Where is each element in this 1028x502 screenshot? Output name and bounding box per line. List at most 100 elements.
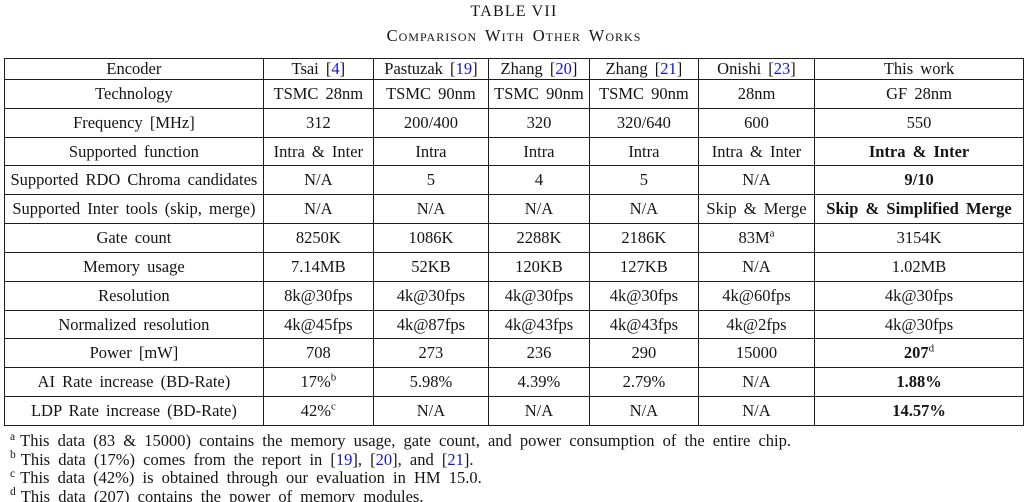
table-row: Power [mW] 708 273 236 290 15000 207d — [4, 338, 1024, 369]
table-row: AI Rate increase (BD-Rate) 17%b 5.98% 4.39%… — [4, 367, 1024, 398]
row-label: Gate count — [4, 223, 264, 253]
table-cell: N/A — [488, 396, 590, 426]
citation-link[interactable]: 20 — [375, 449, 393, 469]
table-title: Comparison With Other Works — [386, 26, 642, 45]
citation-link[interactable]: 20 — [555, 59, 572, 79]
footnote: c This data (42%) is obtained through our… — [10, 467, 482, 487]
table-cell: 4k@43fps — [588, 309, 699, 340]
row-label: Normalized resolution — [4, 309, 264, 340]
table-cell: N/A — [697, 165, 816, 196]
footnote: d This data (207) contains the power of m… — [10, 486, 424, 502]
table-cell: 3154K — [814, 223, 1024, 253]
footnote-marker: a — [10, 430, 16, 443]
table-cell: 5.98% — [372, 367, 490, 398]
table-cell: Intra & Inter — [814, 136, 1024, 167]
citation-link[interactable]: 21 — [660, 59, 677, 79]
table-cell: 28nm — [697, 79, 816, 109]
table-cell: Intra — [372, 136, 490, 167]
row-label: Frequency [MHz] — [4, 107, 264, 138]
table-cell: TSMC 90nm — [372, 79, 490, 109]
citation-link[interactable]: 4 — [331, 59, 340, 79]
table-cell: 9/10 — [814, 165, 1024, 196]
table-cell: 4k@30fps — [814, 309, 1024, 340]
table-row: Gate count 8250K 1086K 2288K 2186K 83Ma 3154K — [4, 223, 1024, 253]
table-cell: 320/640 — [588, 107, 699, 138]
comparison-table: Encoder Tsai [4] Pastuzak [19] Zhang [20] Zh… — [4, 58, 1024, 426]
table-cell: Intra & Inter — [697, 136, 816, 167]
superscript-marker: d — [928, 342, 935, 355]
table-cell: 290 — [588, 338, 699, 369]
superscript-marker: b — [330, 371, 337, 384]
table-cell: Intra & Inter — [262, 136, 374, 167]
table-row: Resolution 8k@30fps 4k@30fps 4k@30fps 4k@30f… — [4, 280, 1024, 311]
table-cell: 4k@2fps — [697, 309, 816, 340]
table-cell: N/A — [697, 251, 816, 282]
table-row: Supported RDO Chroma candidates N/A 5 4 5 N/A… — [4, 165, 1024, 196]
table-cell: 52KB — [372, 251, 490, 282]
table-cell: 207d — [814, 338, 1024, 369]
row-label: Memory usage — [4, 251, 264, 282]
table-cell: 2186K — [588, 223, 699, 253]
table-cell: 550 — [814, 107, 1024, 138]
row-label: Resolution — [4, 280, 264, 311]
row-label: Supported RDO Chroma candidates — [4, 165, 264, 196]
table-row: Supported Inter tools (skip, merge) N/A N/… — [4, 194, 1024, 225]
table-cell: GF 28nm — [814, 79, 1024, 109]
table-cell: 14.57% — [814, 396, 1024, 426]
superscript-marker: c — [331, 400, 336, 413]
table-cell: 4 — [488, 165, 590, 196]
footnote-marker: c — [10, 467, 16, 480]
row-label: Supported Inter tools (skip, merge) — [4, 194, 264, 225]
table-cell: 2.79% — [588, 367, 699, 398]
column-header: Onishi [23] — [697, 58, 816, 80]
table-row: Memory usage 7.14MB 52KB 120KB 127KB N/A 1.02M… — [4, 251, 1024, 282]
table-cell: 320 — [488, 107, 590, 138]
table-row: LDP Rate increase (BD-Rate) 42%c N/A N/A N/A… — [4, 396, 1024, 426]
table-cell: 708 — [262, 338, 374, 369]
column-header: Zhang [21] — [588, 58, 699, 80]
table-cell: 4k@30fps — [372, 280, 490, 311]
table-cell: N/A — [697, 396, 816, 426]
superscript-marker: a — [769, 227, 775, 240]
citation-link[interactable]: 19 — [455, 59, 473, 79]
footnote: b This data (17%) comes from the report i… — [10, 449, 474, 469]
table-cell: 4k@60fps — [697, 280, 816, 311]
table-cell: 120KB — [488, 251, 590, 282]
citation-link[interactable]: 19 — [335, 449, 353, 469]
table-cell: 4k@30fps — [488, 280, 590, 311]
table-cell: TSMC 90nm — [588, 79, 699, 109]
table-head: Encoder Tsai [4] Pastuzak [19] Zhang [20] Zh… — [4, 58, 1024, 80]
table-cell: N/A — [488, 194, 590, 225]
table-cell: 5 — [588, 165, 699, 196]
table-cell: 8k@30fps — [262, 280, 374, 311]
footnote-marker: b — [10, 449, 16, 461]
row-label: Technology — [4, 79, 264, 109]
table-cell: TSMC 28nm — [262, 79, 374, 109]
table-cell: 83Ma — [697, 223, 816, 253]
table-number: TABLE VII — [470, 3, 558, 20]
citation-link[interactable]: 23 — [773, 59, 791, 79]
table-cell: 5 — [372, 165, 490, 196]
table-cell: 2288K — [488, 223, 590, 253]
table-cell: 1.88% — [814, 367, 1024, 398]
table-cell: 4k@43fps — [488, 309, 590, 340]
footnote-marker: d — [10, 486, 16, 498]
table-cell: 4k@30fps — [588, 280, 699, 311]
column-header: Pastuzak [19] — [372, 58, 490, 80]
table-cell: 4k@30fps — [814, 280, 1024, 311]
column-header: Encoder — [4, 58, 264, 80]
table-cell: 17%b — [262, 367, 374, 398]
table-cell: 200/400 — [372, 107, 490, 138]
citation-link[interactable]: 21 — [447, 449, 464, 469]
row-label: LDP Rate increase (BD-Rate) — [4, 396, 264, 426]
table-cell: N/A — [372, 194, 490, 225]
table-cell: 42%c — [262, 396, 374, 426]
row-label: Supported function — [4, 136, 264, 167]
table-cell: 1086K — [372, 223, 490, 253]
table-cell: 7.14MB — [262, 251, 374, 282]
table-cell: N/A — [588, 194, 699, 225]
table-cell: 1.02MB — [814, 251, 1024, 282]
table-cell: 312 — [262, 107, 374, 138]
table-cell: N/A — [588, 396, 699, 426]
